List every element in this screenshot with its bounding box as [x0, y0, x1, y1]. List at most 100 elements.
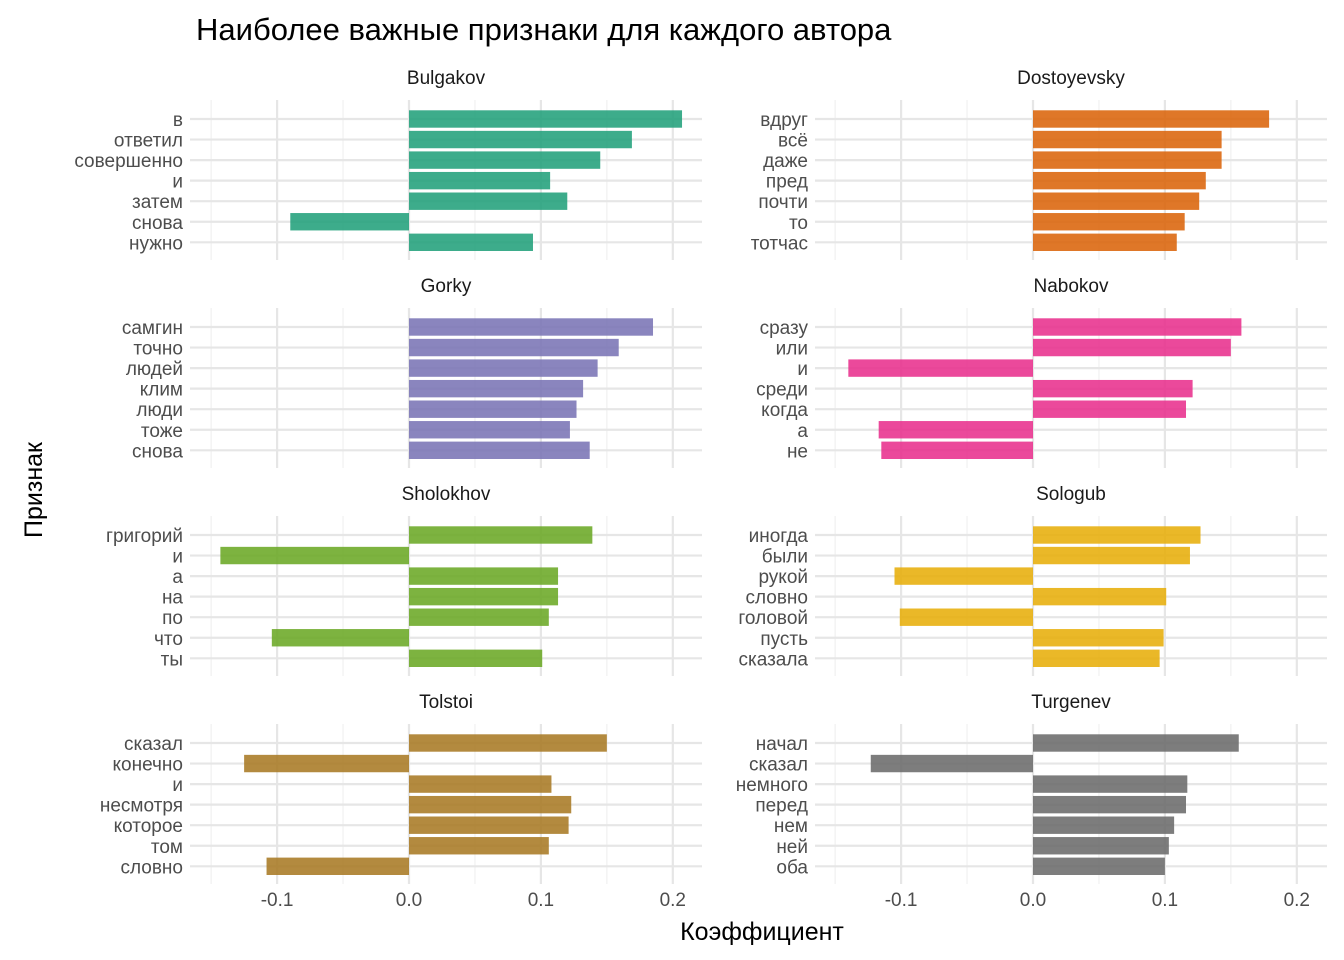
x-axis-title: Коэффициент: [680, 918, 844, 946]
bar-nabokov-6: [881, 441, 1033, 459]
bar-gorky-4: [409, 400, 577, 418]
bar-gorky-3: [409, 379, 584, 398]
bar-sholokhov-4: [409, 608, 549, 626]
x-tick-label: 0.2: [660, 890, 686, 911]
panel-title: Tolstoi: [419, 692, 473, 713]
y-tick-label: снова: [132, 213, 183, 234]
y-axis-title: Признак: [20, 441, 48, 538]
panel-sologub: Sologub иногдабылирукойсловноголовойпусть…: [738, 484, 1327, 676]
bar-turgenev-2: [1033, 775, 1188, 793]
y-tick-label: затем: [132, 192, 183, 213]
y-tick-label: всё: [778, 131, 808, 152]
bar-tolstoi-2: [409, 775, 552, 793]
y-tick-label: почти: [758, 192, 808, 213]
bar-dostoyevsky-4: [1033, 192, 1200, 210]
y-tick-label: ты: [161, 649, 183, 670]
panel-title: Sholokhov: [402, 484, 491, 505]
panel-tolstoi: Tolstoi сказалконечноинесмотрякотороетомс…: [100, 692, 702, 911]
bar-tolstoi-0: [409, 734, 607, 752]
y-tick-label: и: [172, 775, 183, 796]
y-tick-label: немного: [736, 775, 808, 796]
bar-bulgakov-6: [409, 233, 533, 251]
y-tick-label: григорий: [106, 526, 183, 547]
bar-turgenev-4: [1033, 816, 1175, 834]
bar-nabokov-2: [848, 359, 1033, 377]
bar-gorky-6: [409, 441, 590, 459]
bar-sholokhov-5: [271, 629, 409, 647]
bar-bulgakov-5: [290, 213, 409, 231]
bar-nabokov-5: [878, 421, 1033, 439]
y-tick-label: или: [776, 339, 808, 360]
panel-title: Dostoyevsky: [1017, 68, 1125, 89]
y-tick-label: и: [172, 547, 183, 568]
y-tick-label: рукой: [758, 567, 808, 588]
y-tick-label: тоже: [141, 421, 183, 442]
y-tick-label: ответил: [114, 131, 183, 152]
bar-dostoyevsky-2: [1033, 151, 1222, 169]
y-tick-label: в: [173, 110, 183, 131]
y-tick-label: сказала: [738, 649, 808, 670]
y-tick-label: снова: [132, 441, 183, 462]
bar-dostoyevsky-1: [1033, 130, 1222, 149]
panel-bulgakov: Bulgakov вответилсовершенноизатемсновануж…: [74, 68, 702, 260]
y-tick-label: начал: [756, 734, 808, 755]
y-tick-label: тотчас: [751, 233, 808, 254]
panel-title: Gorky: [421, 276, 472, 297]
x-tick-label: -0.1: [261, 890, 294, 911]
bar-sologub-4: [899, 608, 1033, 626]
y-tick-label: и: [797, 359, 808, 380]
y-tick-label: иногда: [749, 526, 809, 547]
y-tick-label: конечно: [113, 755, 183, 776]
bar-sologub-0: [1033, 526, 1201, 544]
bar-gorky-1: [409, 338, 619, 357]
panel-title: Nabokov: [1034, 276, 1109, 297]
x-tick-label: 0.0: [1020, 890, 1046, 911]
bar-gorky-5: [409, 421, 570, 439]
bar-dostoyevsky-0: [1033, 110, 1270, 128]
bar-sholokhov-2: [409, 567, 559, 585]
bar-gorky-2: [409, 359, 598, 377]
bar-turgenev-0: [1033, 734, 1239, 752]
y-tick-label: а: [172, 567, 183, 588]
bar-bulgakov-3: [409, 171, 551, 190]
bar-dostoyevsky-6: [1033, 233, 1177, 251]
y-tick-label: нужно: [129, 233, 183, 254]
y-tick-label: что: [154, 629, 183, 650]
bar-turgenev-1: [870, 754, 1033, 773]
y-tick-label: сразу: [760, 318, 809, 339]
bar-turgenev-3: [1033, 795, 1187, 814]
x-tick-label: -0.1: [885, 890, 918, 911]
bar-bulgakov-4: [409, 192, 568, 210]
y-tick-label: сказал: [124, 734, 183, 755]
y-tick-label: когда: [761, 400, 808, 421]
bar-sholokhov-3: [409, 587, 559, 606]
y-tick-label: не: [787, 441, 808, 462]
panel-title: Turgenev: [1031, 692, 1111, 713]
bar-dostoyevsky-5: [1033, 213, 1185, 231]
x-tick-label: 0.2: [1284, 890, 1310, 911]
y-tick-label: по: [162, 608, 183, 629]
y-tick-label: среди: [756, 380, 808, 401]
y-tick-label: а: [797, 421, 808, 442]
bar-sologub-2: [894, 567, 1033, 585]
y-tick-label: ней: [776, 837, 808, 858]
bar-bulgakov-1: [409, 130, 632, 149]
bar-tolstoi-1: [244, 754, 409, 773]
y-tick-label: головой: [738, 608, 808, 629]
y-tick-label: даже: [763, 151, 808, 172]
y-tick-label: которое: [114, 816, 183, 837]
bar-bulgakov-0: [409, 110, 683, 128]
y-tick-label: несмотря: [100, 796, 183, 817]
y-tick-label: и: [172, 172, 183, 193]
y-tick-label: люди: [136, 400, 183, 421]
x-tick-label: 0.0: [396, 890, 422, 911]
bar-sologub-6: [1033, 649, 1160, 667]
bar-nabokov-3: [1033, 379, 1193, 398]
bar-sholokhov-6: [409, 649, 543, 667]
x-tick-label: 0.1: [528, 890, 554, 911]
y-tick-label: словно: [745, 588, 808, 609]
